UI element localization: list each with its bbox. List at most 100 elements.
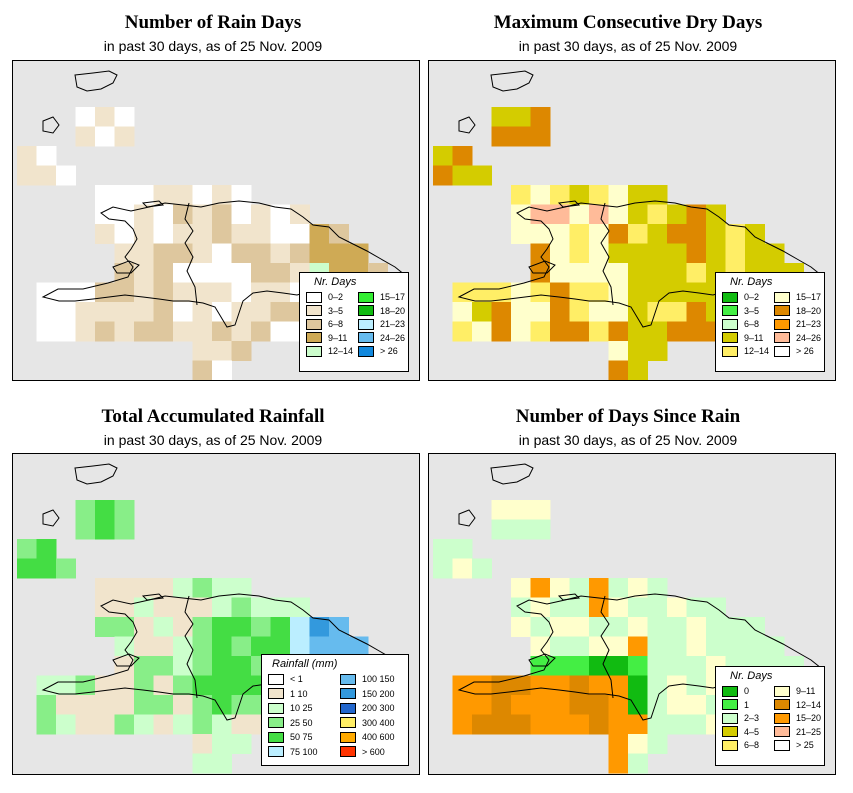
map-rain-days[interactable]: Nr. Days 0–2 3–5 6–8 9–11 12–14 15–17 18–20 21–2…: [12, 60, 420, 381]
legend-label: 9–11: [796, 686, 816, 696]
grid-cell: [212, 617, 232, 637]
legend-item: 1 10: [268, 688, 308, 700]
legend-item: 200 300: [340, 702, 395, 714]
grid-cell: [114, 714, 135, 735]
legend-label: 300 400: [362, 717, 395, 728]
tortuga-island: [557, 593, 581, 601]
gonave-island: [528, 653, 556, 667]
grid-cell: [452, 146, 473, 166]
grid-cell: [95, 695, 115, 715]
legend-swatch: [358, 318, 374, 330]
legend-label: 15–17: [380, 292, 406, 302]
grid-cell: [309, 617, 330, 637]
grid-cell: [491, 519, 512, 540]
grid-cell: [530, 107, 551, 127]
grid-cell: [667, 282, 687, 303]
grid-cell: [686, 321, 707, 342]
legend-label: 21–23: [796, 319, 822, 329]
legend-swatch: [306, 305, 322, 316]
legend-label: 18–20: [796, 305, 822, 316]
grid-cell: [134, 578, 154, 598]
grid-cell: [212, 321, 232, 342]
grid-cell: [212, 302, 232, 322]
grid-cell: [511, 224, 531, 244]
grid-cell: [36, 165, 57, 186]
grid-cell: [472, 714, 492, 735]
grid-cell: [550, 224, 570, 244]
grid-cell: [686, 714, 707, 735]
grid-cell: [745, 243, 765, 264]
legend-item: < 1: [268, 673, 303, 685]
grid-cell: [75, 519, 96, 540]
grid-cell: [686, 597, 707, 618]
grid-cell: [251, 321, 271, 342]
grid-cell: [153, 695, 174, 715]
grid-cell: [569, 243, 590, 264]
grid-cell: [231, 302, 252, 322]
legend-title: Nr. Days: [730, 670, 773, 682]
grid-cell: [628, 204, 648, 225]
grid-cell: [530, 243, 551, 264]
grid-cell: [173, 204, 193, 225]
grid-cell: [173, 263, 193, 283]
grid-cell: [192, 656, 213, 676]
grid-cell: [95, 185, 115, 205]
grid-cell: [608, 617, 629, 637]
grid-cell: [550, 185, 570, 205]
legend-item: 150 200: [340, 688, 395, 700]
legend-label: 0: [744, 686, 750, 696]
grid-cell: [212, 224, 232, 244]
legend-label: 6–8: [744, 319, 760, 329]
grid-cell: [192, 321, 213, 342]
grid-cell: [231, 185, 252, 205]
grid-cell: [550, 243, 570, 264]
grid-cell: [153, 617, 174, 637]
legend-item: 9–11: [774, 685, 815, 697]
grid-cell: [569, 597, 590, 618]
legend-swatch: [774, 332, 790, 343]
grid-cell: [628, 675, 648, 696]
legend-label: 21–25: [796, 726, 822, 737]
grid-cell: [212, 282, 232, 303]
legend-swatch: [306, 345, 322, 357]
gonave-island: [112, 260, 140, 274]
grid-cell: [231, 597, 252, 618]
map-dry-days[interactable]: Nr. Days 0–2 3–5 6–8 9–11 12–14 15–17 18–20 21–2…: [428, 60, 836, 381]
grid-cell: [134, 597, 154, 618]
grid-cell: [231, 656, 252, 676]
grid-cell: [569, 636, 590, 657]
grid-cell: [550, 597, 570, 618]
grid-cell: [231, 282, 252, 303]
grid-cell: [550, 302, 570, 322]
grid-cell: [667, 597, 687, 618]
legend-item: 24–26: [774, 332, 821, 344]
grid-cell: [192, 578, 213, 598]
grid-cell: [134, 695, 154, 715]
grid-cell: [725, 243, 746, 264]
legend-swatch: [306, 291, 322, 303]
grid-cell: [114, 282, 135, 303]
grid-cell: [686, 656, 707, 676]
grid-cell: [114, 302, 135, 322]
grid-cell: [231, 243, 252, 264]
grid-cell: [192, 302, 213, 322]
grid-cell: [173, 243, 193, 264]
grid-cell: [511, 107, 531, 127]
grid-cell: [452, 695, 473, 715]
legend-item: 25 50: [268, 717, 313, 729]
grid-cell: [192, 243, 213, 264]
map-rainfall[interactable]: Rainfall (mm) < 1 1 10 10 25 25 50 50 75 75 10…: [12, 453, 420, 775]
legend-item: 12–14: [306, 345, 353, 357]
grid-cell: [56, 714, 76, 735]
grid-cell: [114, 675, 135, 696]
legend-label: 9–11: [744, 332, 764, 343]
map-days-since-rain[interactable]: Nr. Days 0 1 2–3 4–5 6–8 9–11 12–14 15–20 21–25 > …: [428, 453, 836, 775]
grid-cell: [192, 734, 213, 754]
grid-cell: [628, 341, 648, 361]
legend-swatch: [358, 291, 374, 303]
grid-cell: [56, 558, 76, 579]
grid-cell: [290, 224, 310, 244]
legend-item: 6–8: [306, 318, 343, 330]
gonave-island: [528, 260, 556, 274]
grid-cell: [608, 597, 629, 618]
